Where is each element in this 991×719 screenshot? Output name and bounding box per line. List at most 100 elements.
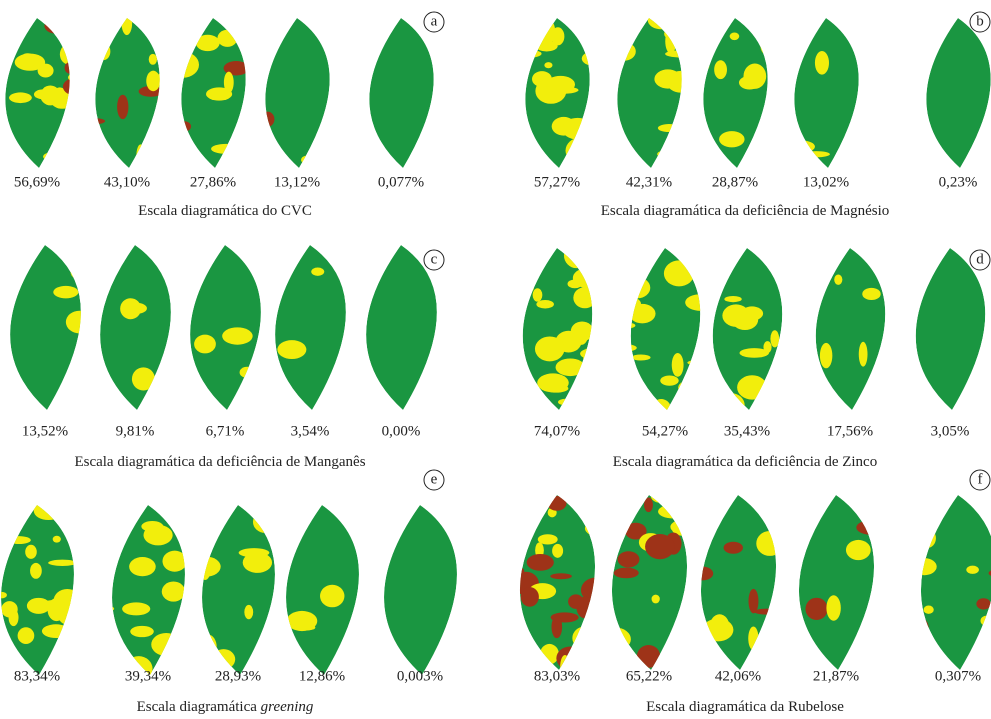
leaf-patch — [561, 336, 581, 344]
leaf-patch — [117, 94, 129, 120]
leaf-patch — [791, 310, 813, 329]
percentage-label: 74,07% — [534, 423, 580, 439]
percentage-label: 9,81% — [116, 423, 155, 439]
panel-letter-circle — [969, 249, 991, 271]
leaf-patch — [749, 153, 768, 168]
percentage-label: 42,31% — [626, 174, 672, 190]
leaf-patch — [507, 378, 522, 390]
leaf-patch — [85, 79, 93, 103]
leaf-patch — [665, 28, 677, 54]
leaf — [10, 245, 81, 410]
caption: Escala diagramática do CVC — [138, 203, 312, 219]
leaf-patch — [834, 274, 843, 285]
panel-letter-circle — [423, 469, 445, 491]
percentage-label: 0,003% — [397, 668, 443, 684]
leaf-patch — [1, 613, 2, 624]
leaf-patch — [130, 625, 154, 638]
caption-text: Escala diagramática da deficiência de Zi… — [613, 454, 877, 470]
leaf-patch — [70, 123, 95, 143]
leaf-patch — [763, 341, 772, 354]
leaf-patch — [212, 649, 236, 670]
leaf-body — [794, 18, 859, 168]
leaf-patch — [581, 659, 596, 670]
leaf-patch — [150, 139, 160, 164]
leaf-patch — [211, 143, 242, 154]
leaf-patch — [181, 51, 199, 78]
leaf-body — [384, 505, 457, 675]
leaf-patch — [502, 576, 520, 601]
leaf-patch — [676, 259, 689, 270]
leaf-patch — [777, 248, 783, 260]
leaf-patch — [756, 530, 777, 556]
leaf-patch — [658, 504, 688, 519]
leaf-patch — [149, 134, 160, 160]
percentage-label: 35,43% — [724, 423, 770, 439]
leaf-patch — [522, 279, 535, 295]
leaf-patch — [230, 154, 246, 165]
leaf-patch — [182, 618, 185, 641]
percentage-label: 27,86% — [190, 174, 236, 190]
leaf-patch — [684, 607, 688, 617]
leaf — [181, 18, 246, 168]
leaf-patch — [670, 624, 688, 643]
leaf-patch — [782, 506, 805, 523]
leaf — [926, 18, 991, 168]
leaf-patch — [651, 399, 671, 410]
leaf-patch — [729, 32, 740, 41]
panel-letter-circle — [969, 11, 991, 33]
leaf-patch — [573, 287, 593, 309]
leaf-patch — [95, 153, 107, 168]
leaf-patch — [707, 256, 719, 263]
leaf-patch — [685, 248, 701, 262]
leaf-patch — [522, 275, 526, 286]
leaf-patch — [578, 654, 605, 674]
leaf-patch — [62, 77, 70, 97]
leaf-patch — [536, 300, 554, 309]
leaf-patch — [657, 149, 682, 160]
leaf-patch — [591, 291, 593, 299]
caption-text: Escala diagramática da Rubelose — [646, 699, 844, 715]
percentage-label: 3,05% — [931, 423, 970, 439]
percentage-label: 43,10% — [104, 174, 150, 190]
caption-text: Escala diagramática da deficiência de Ma… — [601, 203, 890, 219]
leaf-patch — [242, 552, 273, 573]
leaf-patch — [64, 61, 70, 74]
panel-letter-circle — [423, 11, 445, 33]
leaf — [712, 248, 783, 410]
percentage-label: 57,27% — [534, 174, 580, 190]
leaf-patch — [630, 322, 636, 329]
leaf-patch — [617, 551, 640, 568]
leaf-patch — [630, 344, 637, 352]
leaf-patch — [95, 117, 106, 125]
leaf-body — [100, 245, 171, 410]
panel-letter-circle — [969, 469, 991, 491]
leaf-patch — [552, 543, 564, 558]
leaf — [798, 495, 875, 670]
leaf-body — [915, 248, 986, 410]
caption-text: Escala diagramática — [137, 699, 258, 715]
leaf-patch — [677, 142, 682, 155]
leaf-patch — [223, 61, 246, 76]
percentage-label: 28,87% — [712, 174, 758, 190]
leaf-patch — [700, 566, 714, 581]
leaf-patch — [156, 41, 160, 66]
leaf-patch — [532, 288, 543, 302]
leaf-patch — [286, 610, 318, 632]
percentage-label: 0,307% — [935, 668, 981, 684]
leaf-patch — [902, 637, 917, 648]
leaf-patch — [239, 366, 255, 378]
leaf-patch — [966, 565, 979, 574]
leaf-patch — [301, 155, 314, 165]
leaf-patch — [230, 18, 246, 31]
leaf — [791, 248, 886, 410]
percentage-label: 3,54% — [291, 423, 330, 439]
percentage-label: 54,27% — [642, 423, 688, 439]
panel-letter: d — [976, 251, 984, 267]
leaf-patch — [598, 371, 628, 392]
leaf-patch — [522, 290, 525, 305]
leaf-patch — [76, 607, 102, 630]
leaf-patch — [692, 557, 705, 570]
leaf-patch — [148, 53, 157, 65]
leaf-patch — [202, 662, 211, 673]
caption-text: Escala diagramática do CVC — [138, 203, 312, 219]
